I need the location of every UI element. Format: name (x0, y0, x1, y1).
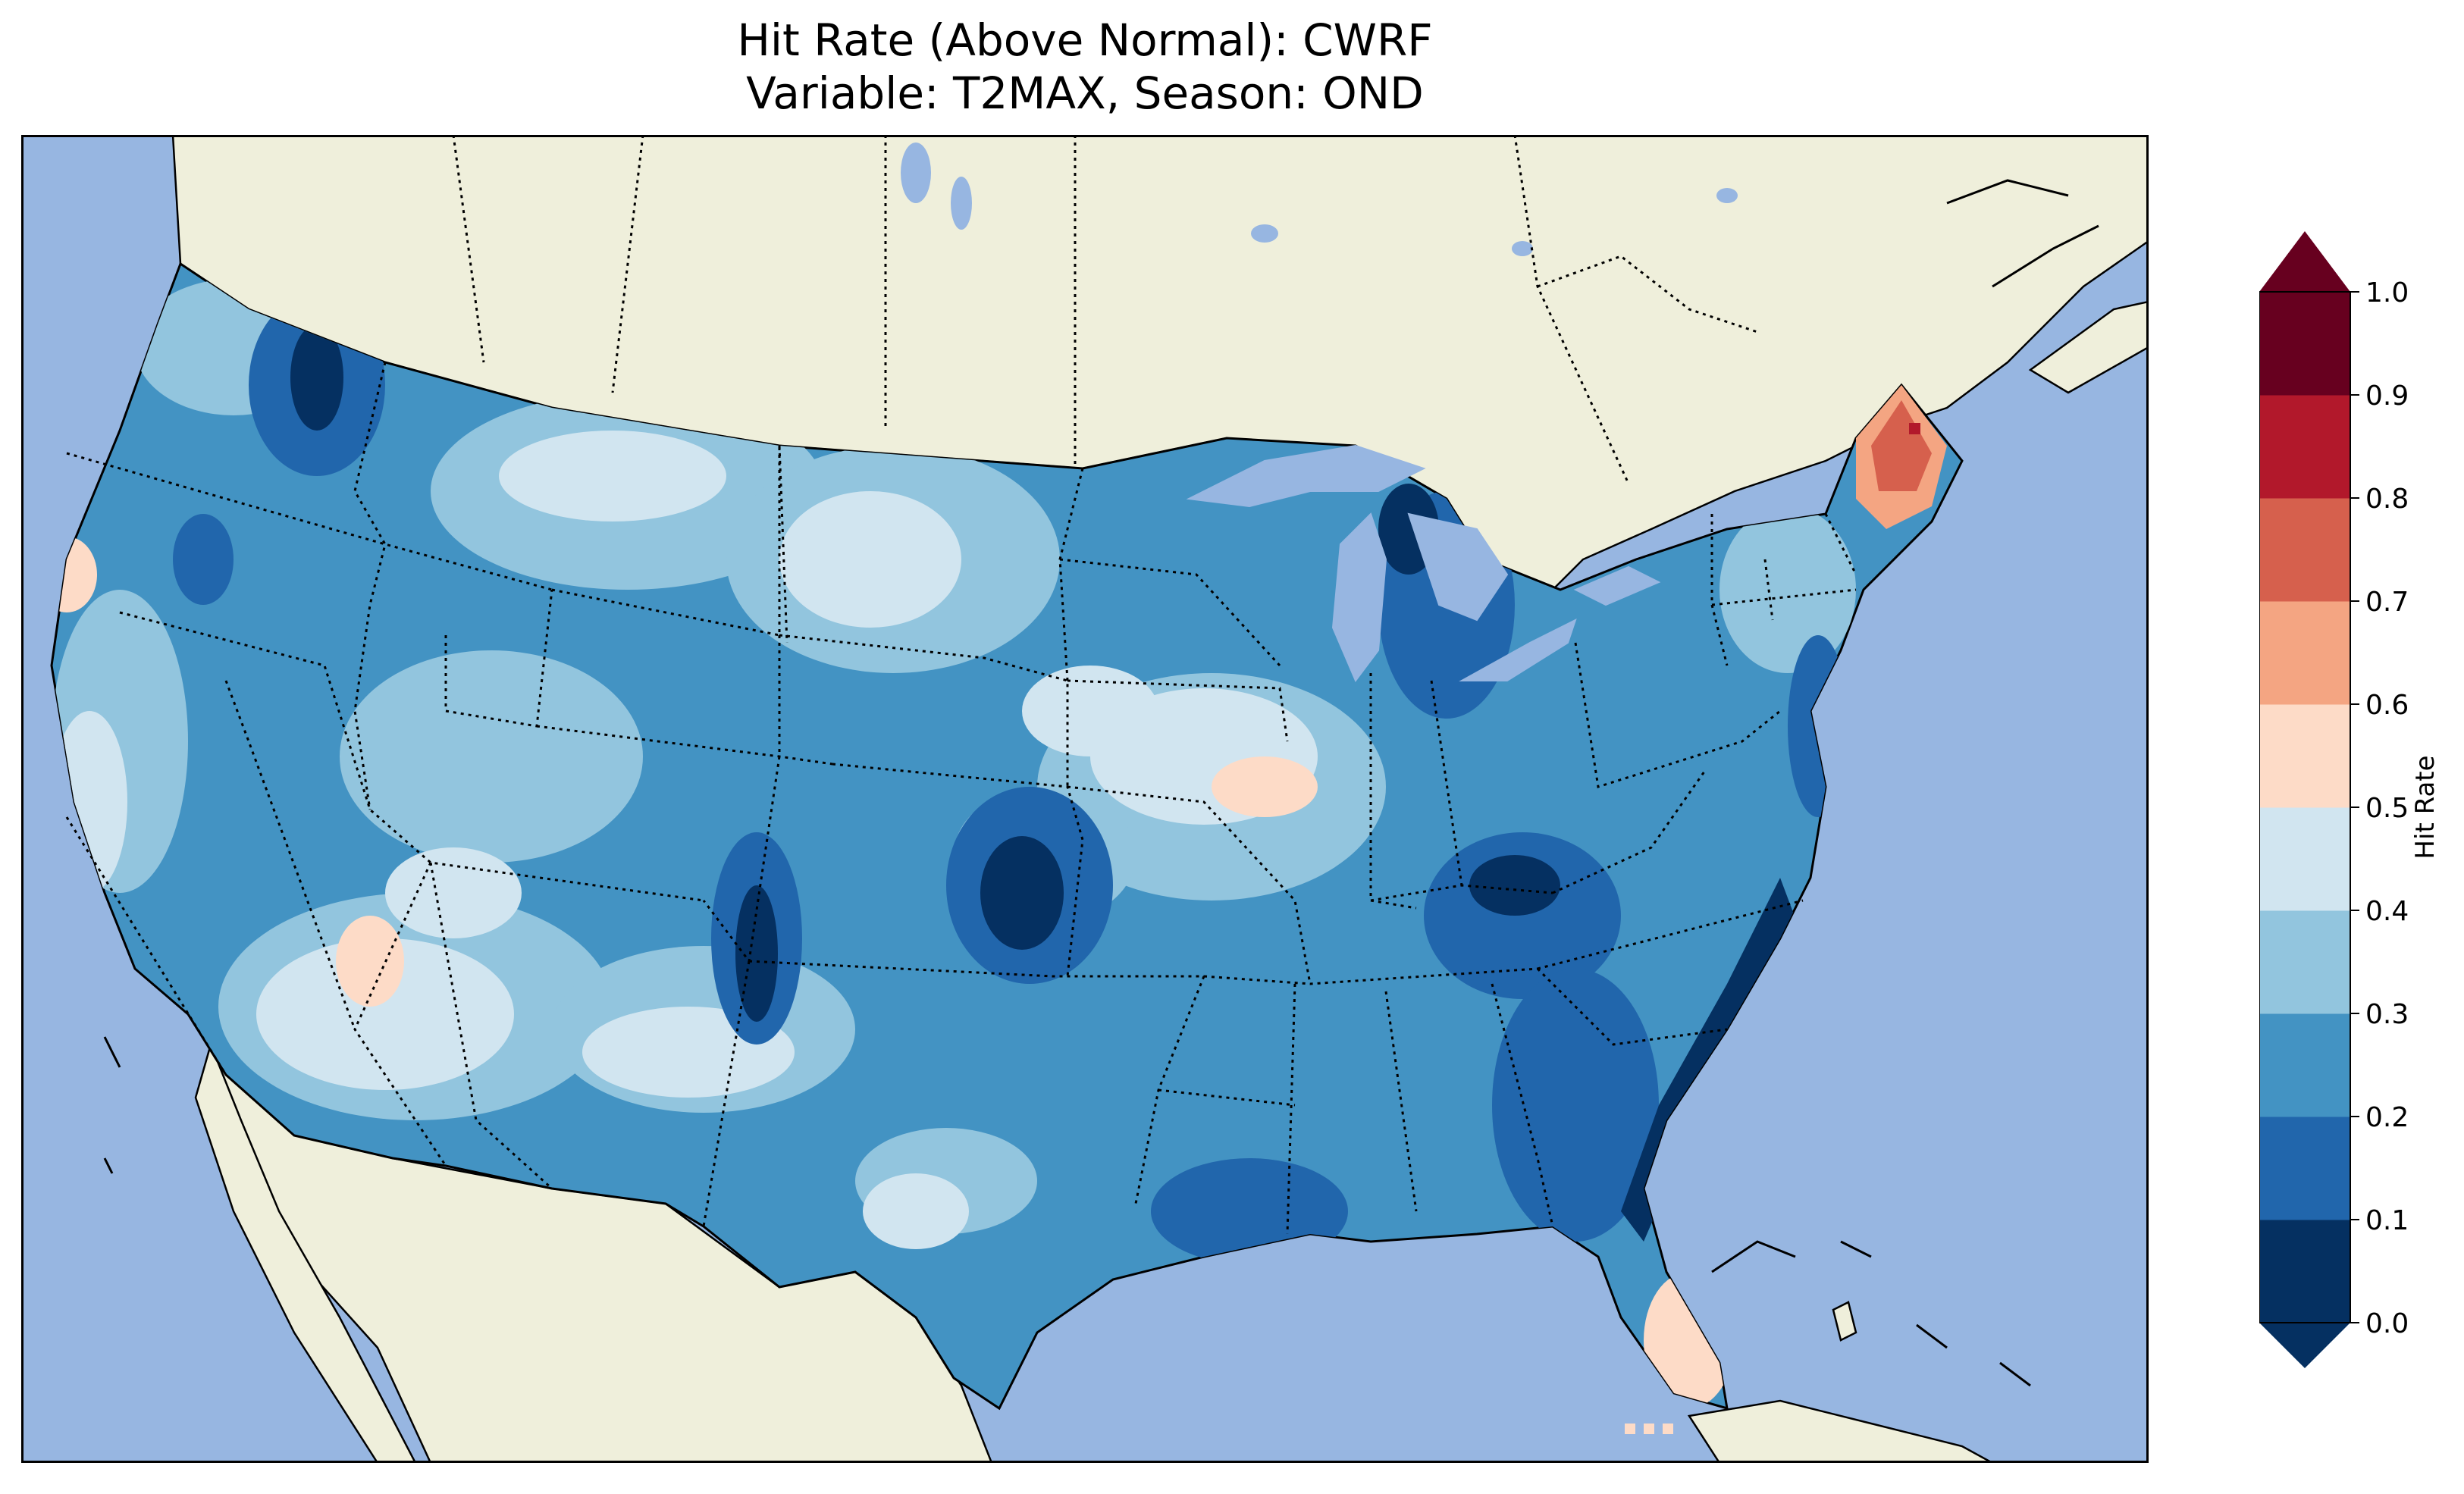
field-patch (1719, 506, 1856, 673)
lake-ontario (1573, 565, 1661, 606)
field-patch (290, 324, 343, 431)
colorbar-extend-top (2259, 231, 2350, 292)
field-patch (1022, 666, 1158, 756)
field-patch (779, 491, 961, 628)
coastlines (103, 179, 2099, 1387)
field-patch (1212, 756, 1318, 817)
colorbar-tick-label: 0.0 (2365, 1308, 2409, 1339)
field-patch (499, 431, 726, 521)
maine-patch-core (1871, 400, 1932, 491)
field-patch (173, 514, 234, 605)
field-patch (1492, 969, 1659, 1242)
colorbar-tick-label: 0.4 (2365, 896, 2409, 927)
colorbar-tick-label: 1.0 (2365, 277, 2409, 309)
lake-huron (1407, 512, 1509, 622)
nova-scotia-land (2028, 300, 2149, 394)
colorbar-band (2259, 498, 2350, 602)
colorbar-band (2259, 807, 2350, 911)
colorbar-tick-label: 0.2 (2365, 1102, 2409, 1133)
field-patch (863, 1173, 969, 1249)
map-panel (21, 135, 2149, 1463)
colorbar-band (2259, 1013, 2350, 1117)
colorbar-tick-label: 0.1 (2365, 1205, 2409, 1236)
cuba-land (1687, 1399, 1993, 1463)
florida-keys (1625, 1424, 1673, 1434)
title-line-1: Hit Rate (Above Normal): CWRF (737, 14, 1433, 66)
colorbar-ticks: 0.0 0.1 0.2 0.3 0.4 0.5 0.6 0.7 0.8 0.9 1.0 (2350, 277, 2409, 1339)
field-patch (980, 836, 1064, 950)
colorbar-bands (2259, 292, 2350, 1323)
field-patch (385, 847, 522, 938)
colorbar-band (2259, 292, 2350, 396)
colorbar-tick-label: 0.9 (2365, 381, 2409, 412)
title-line-2: Variable: T2MAX, Season: OND (746, 67, 1424, 119)
colorbar-frame (2259, 291, 2351, 1323)
chart-title: Hit Rate (Above Normal): CWRF Variable: … (21, 14, 2149, 120)
baja-land (194, 1041, 417, 1463)
colorbar-band (2259, 910, 2350, 1014)
lake-superior (1186, 444, 1426, 508)
field-patch (336, 916, 404, 1007)
bahamas-island (1832, 1301, 1857, 1342)
colorbar-tick-label: 0.7 (2365, 587, 2409, 618)
colorbar-band (2259, 601, 2350, 705)
province-borders (452, 135, 1758, 484)
great-lakes (1186, 444, 1661, 682)
colorbar-tick-label: 0.6 (2365, 690, 2409, 721)
colorbar-tick-label: 0.3 (2365, 999, 2409, 1030)
us-hit-rate-field (50, 262, 1964, 1411)
maine-patch-max (1909, 423, 1920, 434)
field-patch (340, 650, 643, 863)
colorbar-tick-label: 0.5 (2365, 793, 2409, 824)
colorbar: 0.0 0.1 0.2 0.3 0.4 0.5 0.6 0.7 0.8 0.9 1.0 Hit Ra… (2259, 231, 2440, 1368)
colorbar-band (2259, 395, 2350, 499)
lake-erie (1459, 619, 1577, 681)
colorbar-band (2259, 1117, 2350, 1220)
colorbar-tick-label: 0.8 (2365, 484, 2409, 515)
field-patch (52, 537, 97, 612)
state-borders (65, 362, 1857, 1235)
colorbar-label: Hit Rate (2410, 755, 2440, 859)
field-patch (1469, 855, 1560, 916)
canadian-lakes (901, 143, 1738, 256)
colorbar-extend-bottom (2259, 1323, 2350, 1368)
colorbar-band (2259, 1220, 2350, 1323)
lake-michigan (1331, 512, 1387, 682)
field-patch (735, 885, 778, 1022)
map-frame (21, 135, 2149, 1463)
colorbar-band (2259, 704, 2350, 808)
